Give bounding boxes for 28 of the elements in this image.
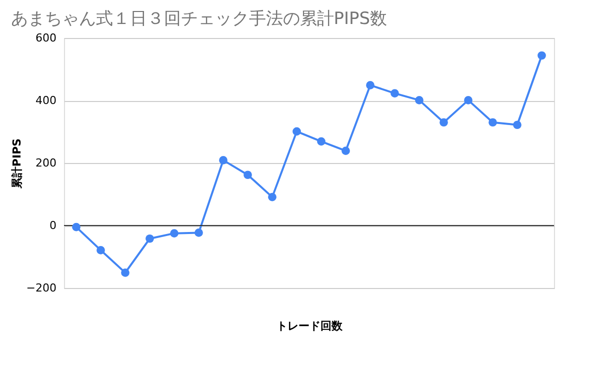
- y-tick-label: 0: [50, 219, 56, 232]
- point: [219, 156, 228, 164]
- y-axis-title: 累計PIPS: [10, 138, 24, 190]
- y-tick-label: 200: [36, 156, 56, 170]
- point: [538, 51, 546, 60]
- point: [415, 96, 424, 104]
- point: [121, 268, 130, 277]
- point: [390, 89, 399, 98]
- point: [292, 127, 301, 136]
- point: [342, 146, 350, 155]
- point: [244, 170, 252, 180]
- point: [488, 118, 497, 127]
- point: [366, 81, 374, 90]
- point: [170, 229, 178, 238]
- point: [464, 96, 472, 104]
- point: [72, 222, 80, 232]
- y-tick-label: 600: [36, 32, 56, 44]
- x-axis-title: トレード回数: [276, 320, 344, 332]
- point: [146, 234, 154, 243]
- point: [440, 118, 448, 127]
- y-tick-label: 400: [36, 94, 56, 107]
- point: [96, 246, 105, 254]
- point: [513, 120, 522, 130]
- point: [268, 192, 276, 202]
- y-tick-label: −200: [26, 282, 56, 294]
- chart-title: あまちゃん式１日３回チェック手法の累計PIPS数: [10, 9, 388, 29]
- point: [194, 228, 203, 237]
- point: [317, 137, 326, 146]
